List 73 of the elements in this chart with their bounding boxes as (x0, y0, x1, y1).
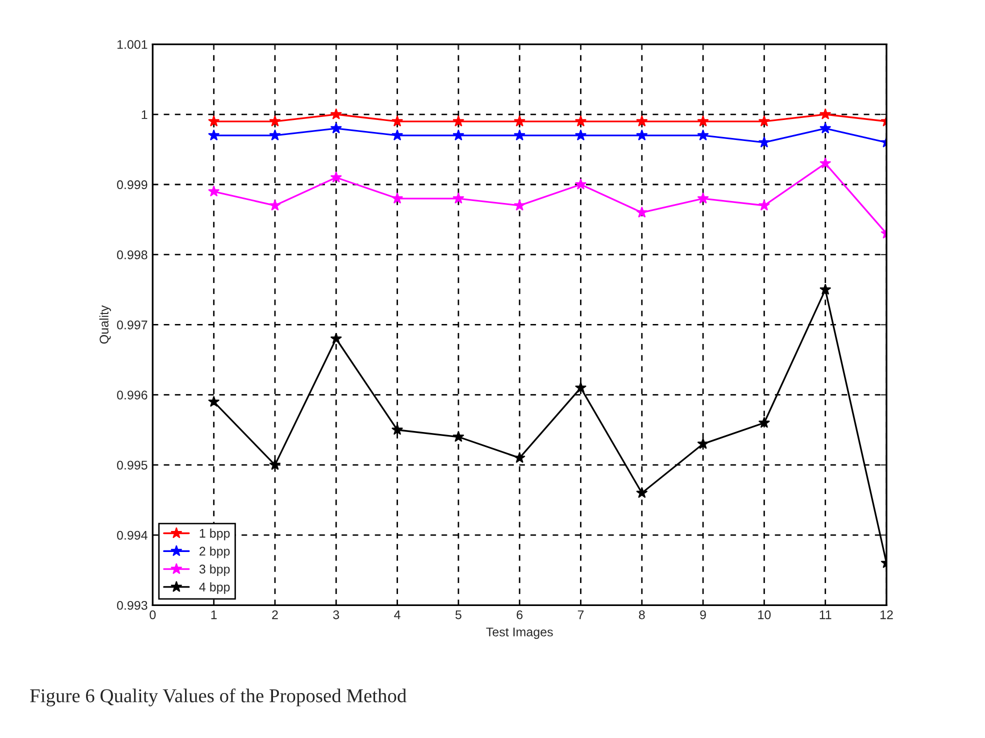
y-tick-label: 0.993 (117, 600, 148, 610)
point (208, 185, 220, 197)
y-axis-title: Quality (99, 305, 111, 344)
point (697, 192, 709, 204)
y-tick-label: 0.998 (117, 250, 148, 260)
x-tick-label: 10 (758, 610, 771, 620)
point (514, 199, 526, 211)
x-tick-label: 2 (272, 610, 278, 620)
x-tick-label: 5 (455, 610, 462, 620)
x-tick-label: 12 (880, 610, 893, 620)
point (391, 424, 404, 435)
y-tick-label: 0.995 (117, 460, 148, 470)
point (574, 115, 587, 126)
x-tick-label: 6 (516, 610, 523, 620)
point (269, 199, 281, 211)
point (452, 115, 464, 126)
point (636, 206, 648, 218)
x-tick-label: 4 (394, 610, 400, 620)
legend-label: 3 bpp (199, 564, 230, 576)
point (514, 452, 526, 463)
legend-label: 2 bpp (200, 546, 230, 558)
y-tick-label: 0.994 (117, 530, 148, 540)
x-tick-label: 11 (820, 610, 832, 620)
x-tick-label: 9 (700, 610, 706, 620)
point (820, 122, 832, 134)
point (514, 115, 526, 126)
x-tick-label: 8 (638, 610, 645, 620)
x-axis-title: Test Images (486, 628, 553, 639)
point (514, 129, 526, 140)
point (636, 115, 648, 126)
point (330, 171, 342, 183)
point (697, 115, 709, 126)
point (330, 332, 342, 344)
point (820, 157, 832, 168)
point (574, 382, 587, 393)
point (452, 129, 464, 140)
point (452, 430, 464, 442)
point (758, 136, 770, 148)
point (330, 108, 342, 120)
point (452, 192, 464, 204)
point (208, 115, 220, 126)
point (574, 129, 587, 140)
point (391, 192, 404, 204)
point (391, 129, 404, 140)
x-tick-label: 3 (333, 610, 340, 620)
point (391, 115, 404, 126)
y-tick-label: 0.999 (117, 180, 148, 190)
point (636, 486, 648, 498)
point (269, 458, 281, 470)
caption: Figure 6 Quality Values of the Proposed Method (30, 688, 406, 706)
y-tick-label: 1.001 (117, 40, 148, 49)
point (269, 115, 281, 126)
point (636, 129, 648, 140)
y-tick-label: 0.997 (117, 320, 148, 330)
point (574, 178, 587, 190)
point (208, 396, 220, 407)
legend-label: 4 bpp (199, 582, 230, 594)
x-tick-label: 1 (211, 610, 217, 620)
point (330, 122, 342, 134)
x-tick-label: 7 (578, 610, 584, 620)
point (758, 416, 770, 428)
point (208, 129, 220, 140)
point (697, 129, 709, 140)
point (758, 115, 770, 126)
point (820, 284, 832, 295)
x-tick-label: 0 (150, 610, 156, 620)
point (820, 108, 832, 120)
point (758, 199, 770, 211)
point (697, 438, 709, 449)
y-tick-label: 0.996 (117, 390, 148, 400)
point (269, 129, 281, 140)
y-tick-label: 1 (142, 110, 148, 119)
legend-label: 1 bpp (200, 528, 230, 540)
